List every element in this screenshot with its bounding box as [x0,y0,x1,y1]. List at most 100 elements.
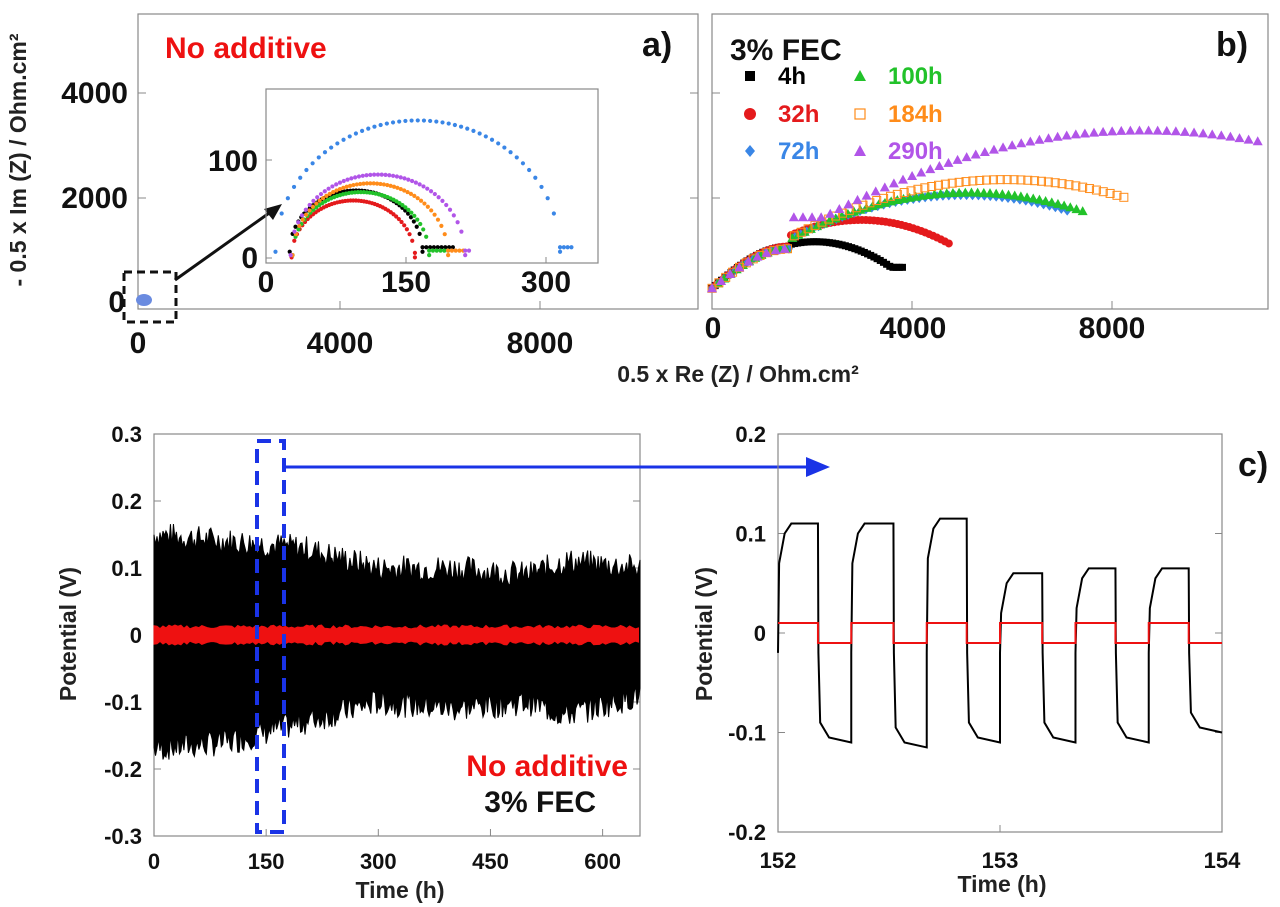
panel-a-inset-frame [265,88,599,264]
c-right-series-no-additive [778,622,1222,644]
inset-tail-point-s5 [463,248,468,253]
panel-b-point-184h [968,176,978,186]
c-left-ytick-label: -0.1 [104,690,142,715]
inset-point-s5 [326,186,331,191]
panel-b-xtick-8000: 8000 [1079,312,1146,345]
inset-point-s2 [397,119,402,124]
panel-b-point-290h [1234,133,1245,143]
panel-b-point-290h [998,142,1009,152]
panel-b-point-100h [1015,191,1026,201]
panel-b-point-184h [885,191,895,201]
panel-b-legend: 4h 32h 72h 100h 184h 290h [744,63,943,165]
inset-tail-point-s0 [439,245,444,250]
panel-b-point-100h [812,221,823,231]
inset-point-s4 [375,181,380,186]
panel-b-point-184h [1085,184,1095,194]
inset-point-s4 [310,204,315,209]
inset-point-s2 [539,184,544,190]
panel-b-point-290h [1107,126,1118,136]
inset-point-s1 [396,216,401,222]
inset-point-s2 [440,120,445,125]
panel-b-point-100h [799,226,810,236]
panel-b-point-290h [907,171,918,181]
legend-label-184h: 184h [888,101,943,128]
panel-c-left-xlabel: Time (h) [355,877,444,903]
inset-point-s2 [372,124,377,129]
panel-b-point-4h [898,263,906,271]
inset-point-s1 [404,227,409,232]
panel-b-point-184h [1071,181,1081,191]
inset-point-s4 [388,183,393,188]
inset-point-s1 [410,238,415,243]
inset-point-s4 [347,183,353,188]
c-left-xtick-label: 600 [584,849,621,874]
inset-point-s2 [483,134,488,139]
inset-point-s4 [341,185,346,190]
panel-b-point-100h [1034,194,1045,204]
panel-b-point-184h [906,186,916,196]
inset-tail-point-s4 [457,248,462,253]
inset-point-s5 [432,191,437,197]
panel-a-zoom-arrowhead [264,204,282,220]
panel-b-point-184h [1002,175,1012,185]
inset-point-s2 [527,167,532,173]
panel-b-point-290h [1088,127,1099,137]
panel-b-point-290h [1189,127,1200,137]
inset-point-s2 [489,137,495,142]
inset-point-s0 [414,224,419,229]
panel-ab-xlabel: 0.5 x Re (Z) / Ohm.cm² [617,361,859,387]
panel-b-point-184h [1091,185,1101,195]
c-left-xtick-label: 150 [248,849,285,874]
inset-tail-point-s0 [450,245,455,250]
inset-point-s4 [425,204,430,209]
panel-b-point-290h [779,243,790,253]
inset-point-s5 [315,195,320,200]
panel-b-point-290h [1025,136,1036,146]
panel-b-point-290h [1143,125,1154,135]
inset-point-s5 [334,182,339,187]
panel-b-point-184h [1098,187,1108,197]
panel-b-point-100h [1065,202,1076,212]
c-left-series-no-additive [153,624,640,646]
inset-point-s2 [514,155,519,160]
panel-b-title: 3% FEC [730,34,842,67]
panel-b-point-290h [916,167,927,177]
panel-b-point-290h [1170,126,1181,136]
panel-b-point-290h [861,190,872,200]
panel-c-legend-no-additive: No additive [466,750,628,783]
panel-b-point-184h [934,180,944,190]
panel-b-point-100h [991,188,1002,198]
inset-point-s3 [406,207,411,212]
inset-point-s3 [421,227,426,232]
panel-b-point-290h [1161,125,1172,135]
inset-point-s5 [394,174,400,179]
inset-tail-point-s3 [430,248,436,253]
inset-point-s2 [378,122,383,128]
panel-ab-ylabel: - 0.5 x Im (Z) / Ohm.cm² [5,33,31,286]
panel-b-point-290h [752,251,763,261]
inset-point-s2 [322,150,328,155]
inset-point-s3 [418,221,423,227]
panel-c-right-series [777,517,1223,749]
panel-b-point-184h [1064,180,1074,190]
panel-b-point-100h [972,187,983,197]
legend-label-72h: 72h [778,138,819,165]
panel-a-tag: a) [642,26,672,64]
panel-b-ticks [712,92,1113,309]
c-right-xtick-label: 153 [982,848,1019,873]
inset-point-s5 [360,173,365,178]
panel-b-point-290h [1061,130,1072,140]
panel-b-point-184h [803,224,813,234]
panel-b-point-290h [707,283,717,293]
panel-b-point-290h [843,199,854,209]
legend-marker-290h [854,145,866,156]
inset-point-s5 [368,172,373,177]
panel-a-ytick-2000: 2000 [61,182,128,215]
c-right-xtick-label: 152 [760,848,797,873]
inset-point-s4 [391,184,397,189]
panel-b-point-184h [1030,176,1040,186]
panel-a-ytick-4000: 4000 [61,77,128,110]
c-left-ytick-label: 0.3 [111,422,142,447]
panel-a-xtick-0: 0 [130,327,147,360]
panel-b-point-184h [1119,192,1129,202]
